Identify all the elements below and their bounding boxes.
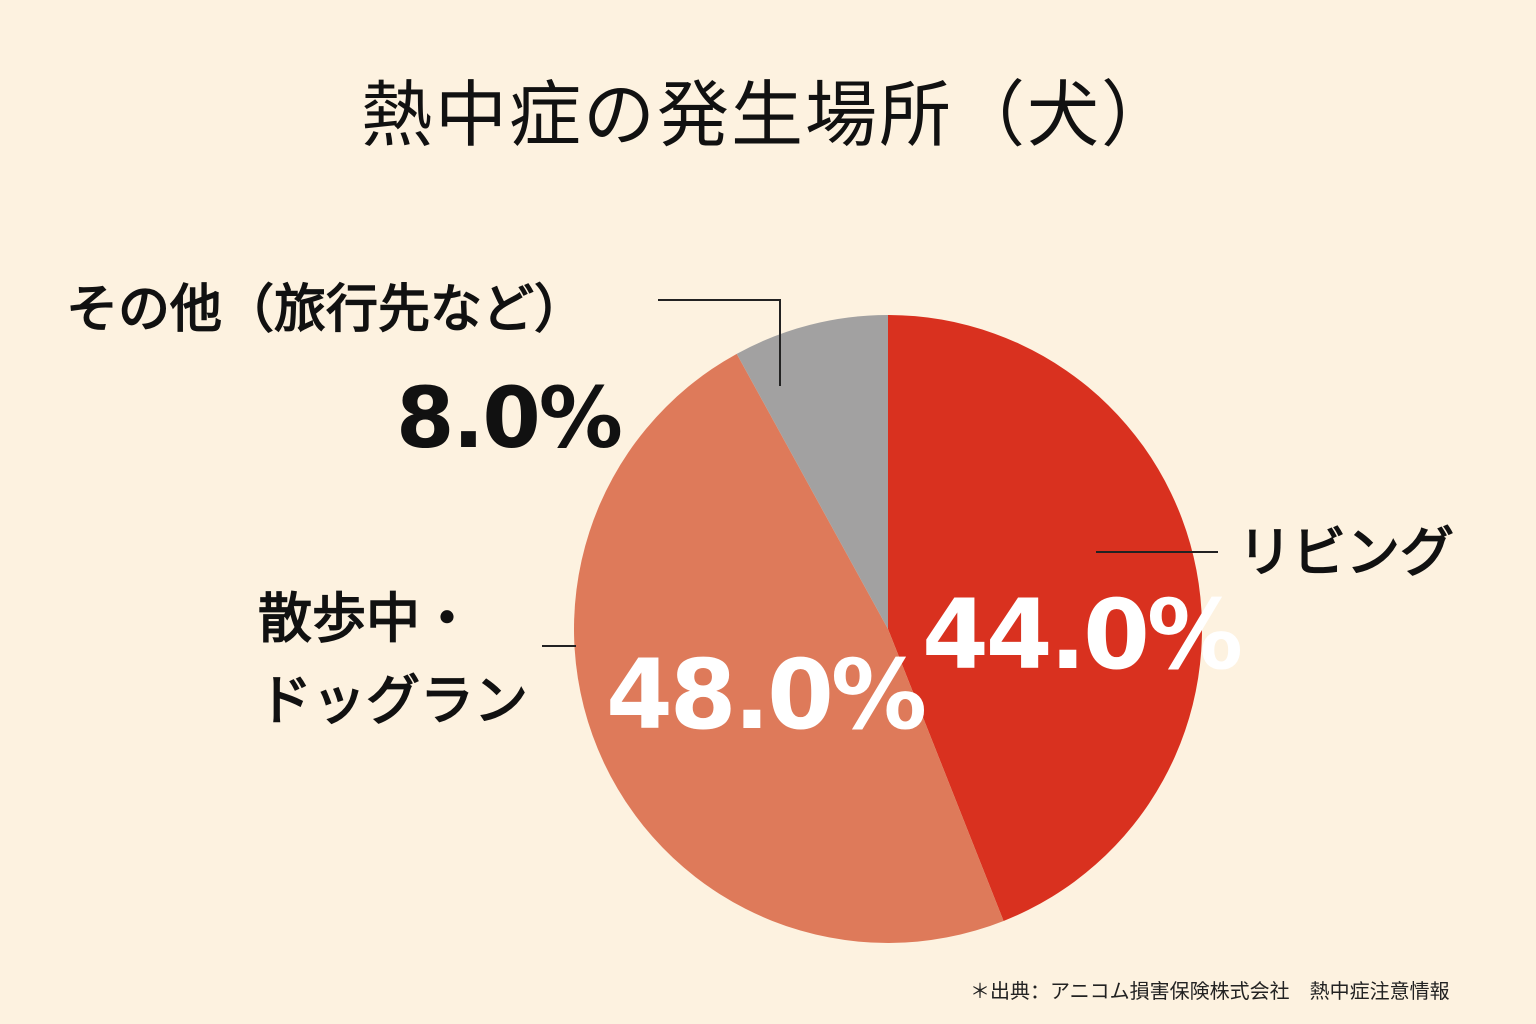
pie-slice-other: [736, 315, 888, 629]
slice-label-other: その他（旅行先など）: [66, 280, 587, 340]
leader-line-other: [658, 299, 781, 386]
slice-label-walk-line2: ドッグラン: [258, 669, 528, 732]
pie-slices: [574, 315, 1202, 943]
pie-slice-walk: [574, 353, 1004, 943]
pie-slice-living: [888, 315, 1202, 921]
chart-title: 熱中症の発生場所（犬）: [360, 73, 1175, 157]
slice-value-walk: 48.0%: [606, 639, 927, 751]
source-note: ＊出典：アニコム損害保険株式会社 熱中症注意情報: [970, 979, 1450, 1003]
slice-label-living: リビング: [1238, 521, 1454, 584]
slice-value-other: 8.0%: [396, 369, 623, 467]
slice-value-living: 44.0%: [922, 579, 1243, 691]
slice-label-walk-line1: 散歩中・: [258, 587, 474, 650]
leader-lines: [542, 299, 1218, 647]
